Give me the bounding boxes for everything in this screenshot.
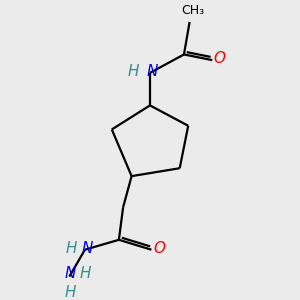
Text: O: O — [153, 242, 165, 256]
Text: O: O — [213, 51, 225, 66]
Text: N: N — [65, 266, 76, 281]
Text: H: H — [65, 285, 76, 300]
Text: N: N — [147, 64, 158, 79]
Text: H: H — [128, 64, 139, 79]
Text: N: N — [82, 242, 93, 256]
Text: H: H — [80, 266, 92, 281]
Text: CH₃: CH₃ — [181, 4, 204, 17]
Text: H: H — [66, 242, 77, 256]
